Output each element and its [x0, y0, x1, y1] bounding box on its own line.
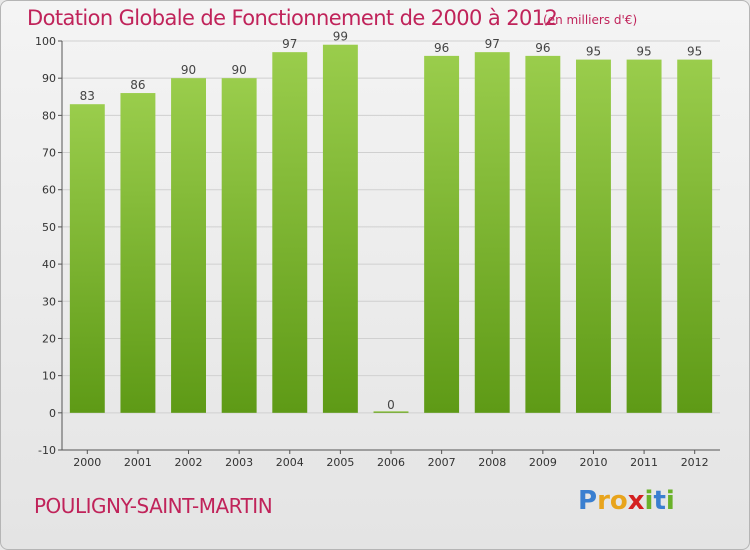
data-label-2012: 95 — [687, 45, 702, 59]
y-tick-label: -10 — [38, 444, 56, 457]
x-tick-label: 2009 — [529, 456, 557, 469]
y-tick-label: 80 — [42, 109, 56, 122]
grid-lines — [62, 40, 720, 451]
bar-2010 — [575, 59, 611, 413]
logo-letter: o — [609, 486, 628, 516]
data-label-2009: 96 — [535, 41, 550, 55]
y-tick-label: 10 — [42, 370, 56, 383]
bars — [69, 44, 713, 413]
logo-letter: i — [665, 486, 675, 516]
data-label-2011: 95 — [636, 45, 651, 59]
data-label-2005: 99 — [333, 30, 348, 44]
y-tick-label: 0 — [49, 407, 56, 420]
y-tick-label: 90 — [42, 72, 56, 85]
y-tick-label: 40 — [42, 258, 56, 271]
data-label-2000: 83 — [80, 89, 95, 103]
data-label-2002: 90 — [181, 63, 196, 77]
axes — [58, 40, 720, 454]
x-tick-label: 2008 — [478, 456, 506, 469]
bar-2004 — [272, 52, 308, 413]
y-tick-label: 50 — [42, 221, 56, 234]
chart-title: Dotation Globale de Fonctionnement de 20… — [27, 6, 558, 30]
x-tick-label: 2000 — [73, 456, 101, 469]
commune-name: POULIGNY-SAINT-MARTIN — [34, 494, 273, 518]
logo-letter: x — [627, 486, 645, 516]
data-label-2003: 90 — [232, 63, 247, 77]
bar-2000 — [69, 104, 105, 413]
bar-2002 — [171, 78, 207, 413]
unit-label: (en milliers d'€) — [543, 13, 638, 27]
bar-2003 — [221, 78, 257, 413]
logo-letter: i — [644, 486, 654, 516]
y-tick-label: 100 — [35, 35, 56, 48]
y-tick-label: 30 — [42, 295, 56, 308]
bar-2006 — [373, 411, 409, 413]
x-tick-label: 2010 — [579, 456, 607, 469]
data-label-2004: 97 — [282, 37, 297, 51]
bar-2012 — [677, 59, 713, 413]
bar-2008 — [474, 52, 510, 413]
bar-2007 — [424, 55, 460, 413]
bar-2001 — [120, 93, 156, 413]
y-tick-label: 70 — [42, 147, 56, 160]
x-tick-label: 2001 — [124, 456, 152, 469]
proxiti-logo: Proxiti — [578, 486, 675, 516]
x-tick-label: 2011 — [630, 456, 658, 469]
data-label-2007: 96 — [434, 41, 449, 55]
data-label-2001: 86 — [130, 78, 145, 92]
x-tick-label: 2005 — [326, 456, 354, 469]
x-tick-label: 2012 — [681, 456, 709, 469]
logo-letter: t — [653, 486, 666, 516]
data-label-2008: 97 — [485, 37, 500, 51]
logo-letter: P — [578, 486, 598, 516]
bar-2009 — [525, 55, 561, 413]
data-label-2010: 95 — [586, 45, 601, 59]
data-label-2006: 0 — [387, 398, 395, 412]
x-tick-label: 2006 — [377, 456, 405, 469]
labels: -10 0 10 20 30 40 50 60 70 80 90 100 2000 83 2001 86 200… — [35, 30, 709, 469]
x-tick-label: 2003 — [225, 456, 253, 469]
x-tick-label: 2002 — [175, 456, 203, 469]
bar-2005 — [322, 44, 358, 413]
logo-letter: r — [597, 486, 610, 516]
bar-2011 — [626, 59, 662, 413]
x-tick-label: 2007 — [428, 456, 456, 469]
y-tick-label: 20 — [42, 332, 56, 345]
x-tick-label: 2004 — [276, 456, 304, 469]
y-tick-label: 60 — [42, 184, 56, 197]
